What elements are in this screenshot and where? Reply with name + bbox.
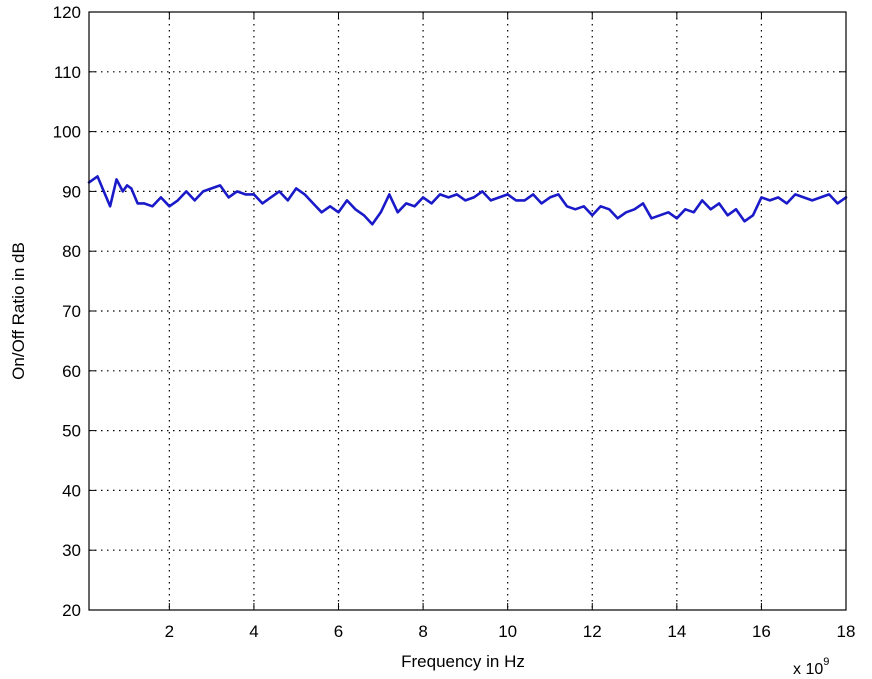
- x-tick-label-14: 14: [667, 622, 686, 641]
- y-tick-label-30: 30: [62, 541, 81, 560]
- y-tick-label-70: 70: [62, 302, 81, 321]
- y-tick-label-40: 40: [62, 481, 81, 500]
- x-tick-label-12: 12: [583, 622, 602, 641]
- x-tick-label-6: 6: [334, 622, 343, 641]
- data-series: [87, 175, 848, 226]
- x-exponent-label: x 109: [793, 656, 829, 678]
- y-tick-label-90: 90: [62, 182, 81, 201]
- y-tick-label-100: 100: [53, 123, 81, 142]
- x-exponent-power: 9: [823, 656, 829, 668]
- x-axis-label: Frequency in Hz: [401, 652, 525, 671]
- y-tick-label-50: 50: [62, 422, 81, 441]
- x-tick-label-16: 16: [752, 622, 771, 641]
- y-tick-label-110: 110: [54, 63, 81, 82]
- x-tick-label-4: 4: [249, 622, 258, 641]
- y-tick-label-60: 60: [62, 362, 81, 381]
- series-line-0: [87, 175, 848, 226]
- grid: [89, 12, 846, 610]
- x-tick-label-8: 8: [418, 622, 427, 641]
- tick-labels: 2 4 6 8 10 12 14 16 18 20 30 40 50 60 70 80 90 100 110 120: [53, 3, 856, 641]
- y-tick-label-20: 20: [62, 601, 81, 620]
- y-tick-label-80: 80: [62, 242, 81, 261]
- x-tick-label-10: 10: [498, 622, 517, 641]
- y-tick-label-120: 120: [53, 3, 81, 22]
- tick-marks: [89, 11, 847, 611]
- x-tick-label-2: 2: [165, 622, 174, 641]
- x-exponent-base: x 10: [793, 661, 823, 678]
- x-tick-label-18: 18: [837, 622, 856, 641]
- y-axis-label: On/Off Ratio in dB: [9, 242, 28, 380]
